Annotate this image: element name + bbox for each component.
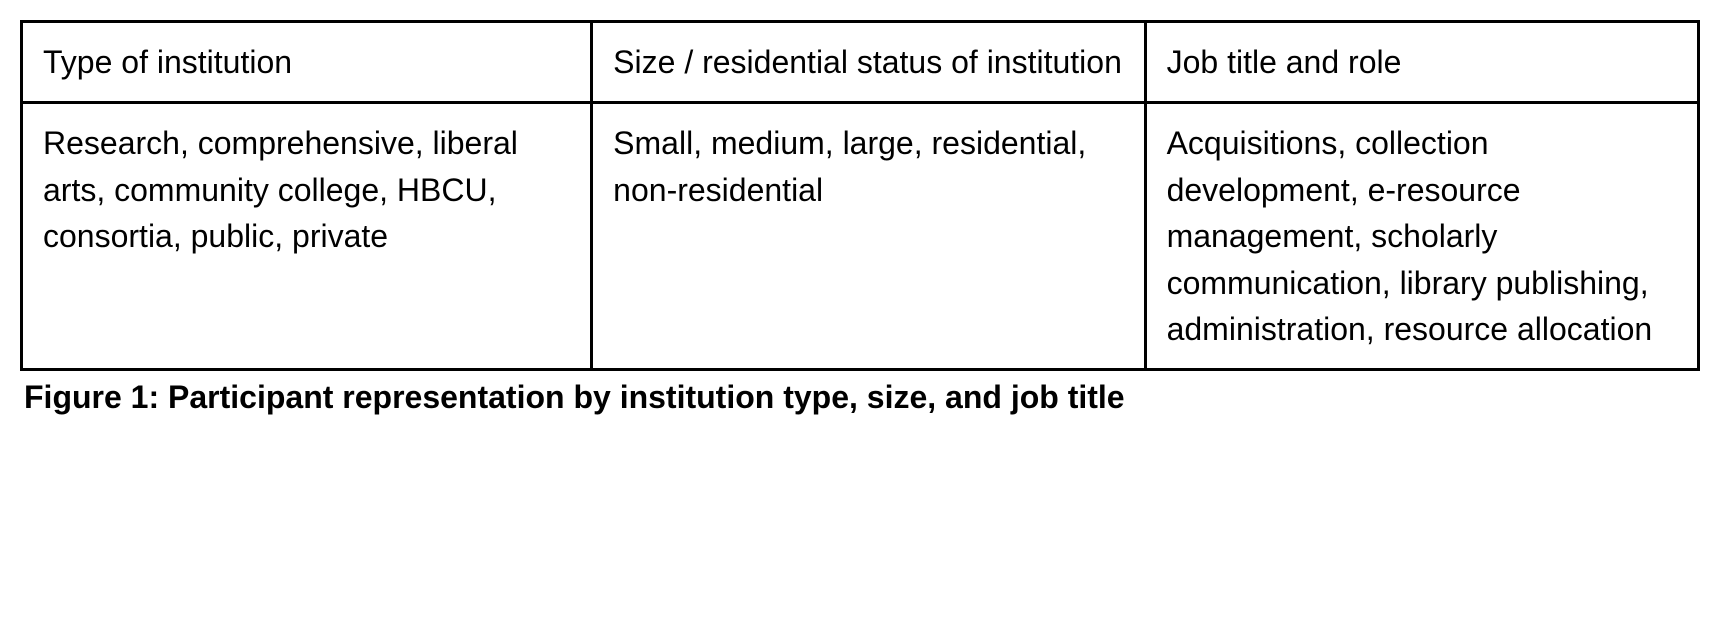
figure-caption: Figure 1: Participant representation by … (20, 371, 1700, 416)
cell-size: Small, medium, large, residential, non-r… (592, 103, 1145, 370)
cell-type: Research, comprehensive, liberal arts, c… (22, 103, 592, 370)
cell-role: Acquisitions, collection development, e-… (1145, 103, 1698, 370)
table-header-row: Type of institution Size / residential s… (22, 22, 1699, 103)
figure-container: Type of institution Size / residential s… (20, 20, 1700, 416)
table-row: Research, comprehensive, liberal arts, c… (22, 103, 1699, 370)
header-cell-size: Size / residential status of institution (592, 22, 1145, 103)
header-cell-type: Type of institution (22, 22, 592, 103)
header-cell-role: Job title and role (1145, 22, 1698, 103)
participant-table: Type of institution Size / residential s… (20, 20, 1700, 371)
